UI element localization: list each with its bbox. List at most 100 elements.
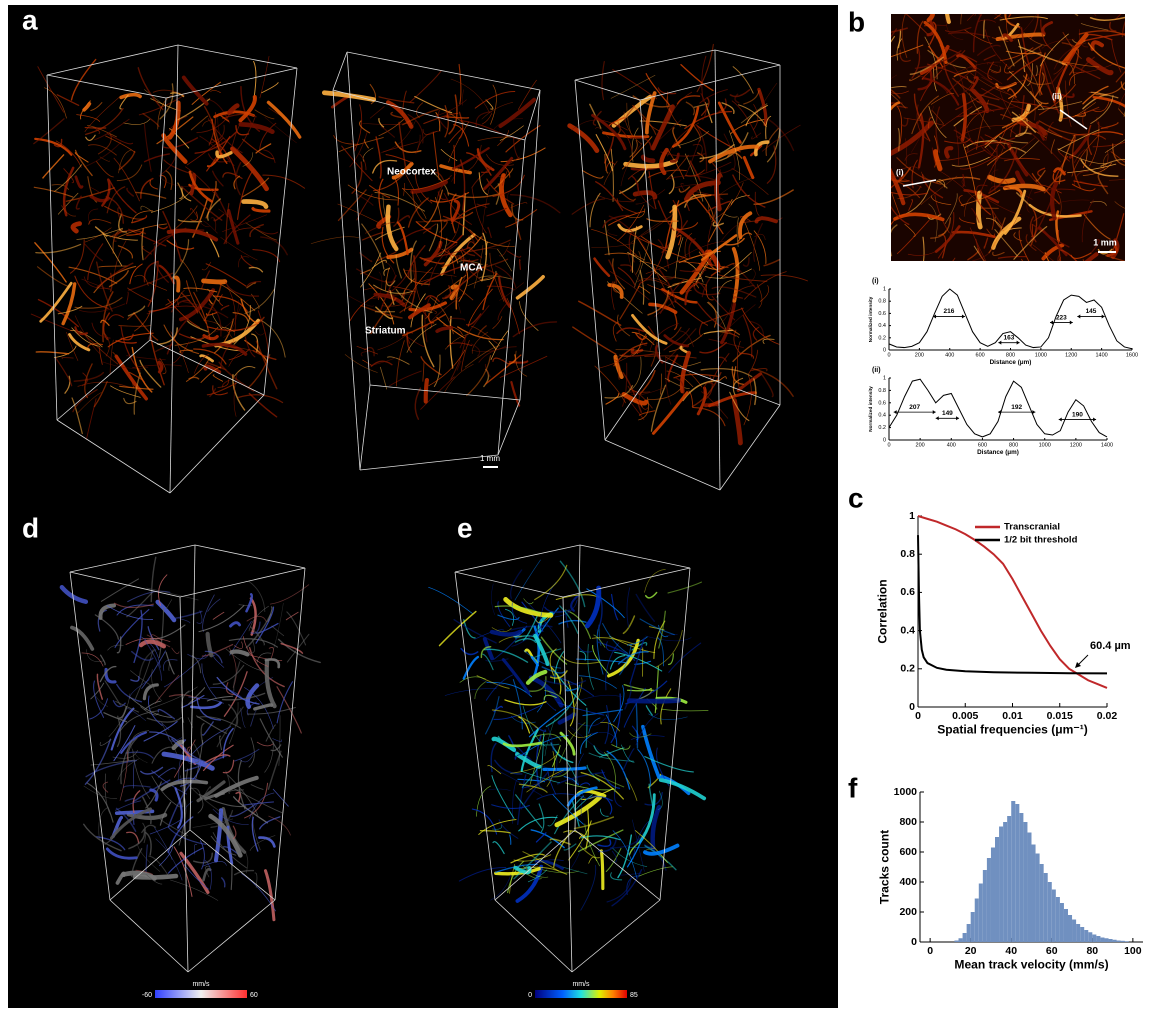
x-tick-label: 1600 (1126, 352, 1138, 358)
y-tick-label: 0 (911, 936, 917, 948)
y-tick-label: 0.8 (878, 299, 886, 305)
y-axis-label: Normalized intensity (868, 386, 873, 432)
vessel (520, 260, 521, 270)
profile-line-label: (i) (896, 168, 904, 177)
figure: abcdefNeocortexMCAStriatum1 mm1 mm(i)(ii… (0, 0, 1152, 1011)
histogram-bar (1048, 882, 1052, 942)
arrow-head (1059, 418, 1062, 422)
histogram-bar (1068, 915, 1072, 942)
y-tick-label: 1 (883, 375, 886, 381)
histogram-bar (1080, 927, 1084, 942)
x-tick-label: 0.015 (1047, 710, 1073, 722)
vessel (629, 700, 678, 701)
width-label: 216 (944, 308, 955, 315)
region-label: Striatum (365, 326, 406, 337)
histogram-bar (1076, 924, 1080, 942)
panel-label: c (848, 482, 864, 513)
x-tick-label: 400 (947, 442, 956, 448)
x-tick-label: 800 (1009, 442, 1018, 448)
x-tick-label: 0.005 (952, 710, 978, 722)
histogram-bar (971, 912, 975, 942)
vessel (698, 194, 727, 195)
y-tick-label: 0.2 (900, 663, 915, 675)
histogram-bar (1019, 813, 1023, 942)
x-tick-label: 600 (978, 442, 987, 448)
y-tick-label: 1 (883, 286, 886, 292)
histogram-bar (1027, 833, 1031, 943)
histogram-bar (1056, 897, 1060, 942)
colorbar-min: -60 (142, 992, 152, 999)
region-label: MCA (460, 263, 483, 274)
vessel (135, 876, 176, 877)
histogram-bar (991, 848, 995, 943)
x-tick-label: 400 (945, 352, 954, 358)
y-axis-label: Tracks count (878, 830, 892, 904)
panel-label: e (457, 512, 473, 543)
histogram-bar (967, 924, 971, 942)
x-tick-label: 20 (965, 945, 977, 957)
x-axis-label: Distance (μm) (990, 359, 1032, 366)
y-tick-label: 0.4 (878, 323, 886, 329)
x-tick-label: 0.02 (1097, 710, 1118, 722)
x-tick-label: 1400 (1096, 352, 1108, 358)
x-axis-label: Mean track velocity (mm/s) (954, 957, 1108, 971)
arrow-head (998, 410, 1001, 414)
histogram-bar (1096, 936, 1100, 942)
arrow-head (894, 410, 897, 414)
histogram-bar (1007, 816, 1011, 942)
x-tick-label: 200 (916, 442, 925, 448)
histogram-bar (979, 884, 983, 943)
arrow-head (998, 341, 1001, 345)
line-series (918, 535, 1107, 673)
x-axis-label: Distance (μm) (977, 449, 1019, 456)
histogram-bar (1092, 935, 1096, 943)
page: abcdefNeocortexMCAStriatum1 mm1 mm(i)(ii… (0, 0, 1152, 1011)
x-tick-label: 0 (887, 442, 890, 448)
y-tick-label: 0.8 (878, 388, 886, 394)
chart-title: (i) (872, 278, 879, 285)
chart-title: (ii) (872, 367, 881, 374)
colorbar (535, 990, 627, 998)
x-tick-label: 0 (927, 945, 933, 957)
width-label: 149 (942, 410, 953, 417)
histogram-bar (1015, 804, 1019, 942)
y-tick-label: 0.8 (900, 548, 915, 560)
histogram-bar (1040, 864, 1044, 942)
vessel (601, 851, 602, 889)
x-tick-label: 1000 (1039, 442, 1051, 448)
y-tick-label: 0.4 (900, 624, 915, 636)
vessel (544, 768, 585, 769)
histogram-bar (1011, 801, 1015, 942)
colorbar-max: 60 (250, 992, 258, 999)
histogram-bar (995, 837, 999, 942)
histogram-bar (1032, 845, 1036, 943)
histogram-bar (1003, 822, 1007, 942)
x-tick-label: 0 (915, 710, 921, 722)
vessel (984, 20, 985, 37)
colorbar-unit: mm/s (192, 981, 210, 988)
y-tick-label: 200 (899, 906, 917, 918)
y-tick-label: 0.2 (878, 335, 886, 341)
scale-bar-label: 1 mm (480, 454, 500, 463)
width-label: 192 (1011, 404, 1022, 411)
histogram-bar (1104, 938, 1108, 942)
vessel (204, 281, 225, 282)
vessel (997, 143, 998, 157)
annotation: 60.4 µm (1090, 640, 1131, 652)
histogram-bar (954, 941, 958, 943)
histogram-bar (987, 858, 991, 942)
vessel (921, 261, 939, 307)
vessel (1043, 0, 1077, 15)
profile-line-label: (ii) (1052, 92, 1062, 101)
arrow-head (956, 416, 959, 420)
y-axis-label: Normalized intensity (868, 296, 873, 342)
vessel (955, 0, 981, 16)
histogram-bar (975, 899, 979, 943)
y-tick-label: 0 (883, 437, 886, 443)
panel-label: f (848, 772, 858, 803)
vessel (539, 744, 558, 745)
histogram-bar (1060, 903, 1064, 942)
arrow-head (1032, 410, 1035, 414)
histogram-bar (1036, 854, 1040, 943)
arrow-head (1093, 418, 1096, 422)
